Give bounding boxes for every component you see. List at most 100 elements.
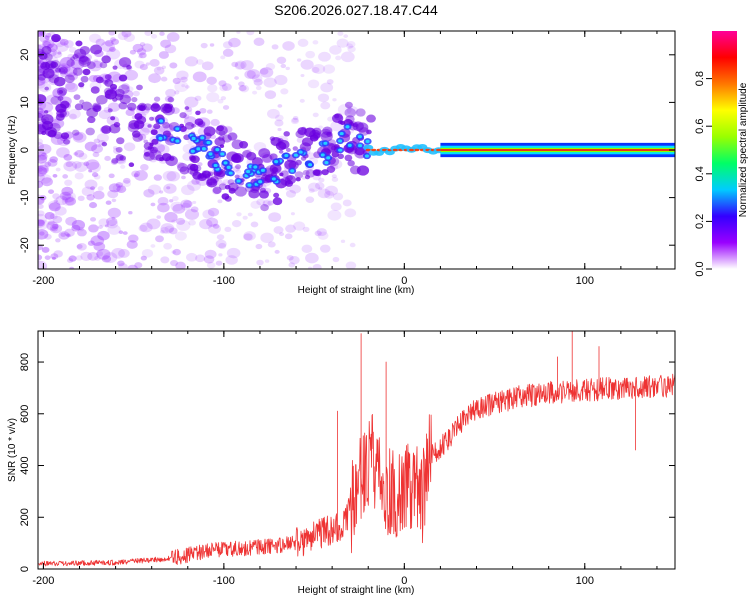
spectrogram-noise-blob — [280, 88, 289, 95]
spectrogram-noise-blob — [121, 83, 130, 90]
spectrogram-core-blob — [358, 143, 363, 148]
spectrogram-cluster-blob — [184, 122, 195, 130]
spectrogram-cluster-blob — [111, 157, 119, 164]
spectrogram-noise-blob — [51, 118, 65, 129]
spectrogram-noise-blob — [55, 42, 69, 52]
spectrogram-cluster-blob — [190, 155, 200, 164]
spectrogram-noise-blob — [160, 76, 168, 82]
spectrogram-noise-blob — [97, 186, 104, 191]
spectrogram-core-blob — [213, 163, 218, 168]
spectrogram-noise-blob — [251, 74, 263, 83]
spectrogram-noise-blob — [243, 233, 253, 241]
spectrogram-core-blob — [364, 154, 369, 158]
spectrogram-cluster-blob — [148, 146, 155, 152]
spectrogram-cluster-blob — [301, 126, 307, 132]
spectrogram-cluster-blob — [136, 104, 144, 111]
spectrogram-noise-blob — [62, 193, 74, 203]
spectrogram-cluster-blob — [41, 114, 54, 125]
spectrogram-noise-blob — [74, 150, 85, 158]
spectrogram-noise-blob — [316, 228, 327, 237]
spectrogram-cluster-blob — [279, 172, 284, 177]
spectrogram-noise-blob — [71, 219, 86, 231]
spectrogram-noise-blob — [149, 58, 160, 67]
spectrogram-noise-blob — [77, 195, 85, 201]
spectrogram-noise-blob — [57, 51, 62, 55]
spectrogram-noise-blob — [163, 183, 177, 194]
spectrogram-cluster-blob — [312, 132, 321, 139]
spectrogram-noise-blob — [307, 182, 321, 192]
spectrogram-noise-blob — [112, 183, 124, 193]
spectrogram-noise-blob — [234, 61, 245, 70]
spectrogram-noise-blob — [138, 54, 143, 59]
spectrogram-cluster-blob — [75, 40, 83, 47]
spectrogram-noise-blob — [107, 71, 122, 83]
spectrogram-cluster-blob — [212, 186, 222, 194]
spectrogram-noise-blob — [39, 161, 50, 170]
spectrogram-noise-blob — [96, 133, 109, 143]
spectrogram-noise-blob — [263, 77, 277, 88]
spectrogram-core-blob — [220, 152, 225, 156]
spectrogram-noise-blob — [132, 90, 140, 97]
spectrogram-cluster-blob — [144, 151, 150, 157]
spectrogram-cluster-blob — [72, 53, 79, 60]
spectrogram-cluster-blob — [179, 112, 187, 119]
spectrogram-noise-blob — [75, 255, 83, 261]
spectrogram-core-blob — [320, 153, 325, 157]
spectrogram-cluster-blob — [294, 171, 304, 179]
spectrogram-cluster-blob — [38, 52, 48, 60]
spectrogram-noise-blob — [93, 60, 103, 69]
spectrogram-cluster-blob — [214, 137, 226, 147]
spectrogram-noise-blob — [84, 179, 98, 190]
spectrogram-noise-blob — [346, 41, 356, 48]
spectrogram-noise-blob — [293, 221, 306, 231]
spectrogram-noise-blob — [122, 180, 132, 187]
spectrogram-noise-blob — [44, 161, 52, 167]
spectrogram-noise-blob — [238, 85, 247, 92]
spectrogram-cluster-blob — [269, 136, 276, 141]
spectrogram-cluster-blob — [195, 110, 201, 116]
spectrogram-noise-blob — [184, 85, 190, 89]
spectrogram-noise-blob — [311, 66, 320, 73]
spectrogram-noise-blob — [55, 238, 61, 243]
spectrogram-noise-blob — [188, 219, 196, 226]
spectrogram-noise-blob — [126, 240, 138, 249]
spectrogram-noise-blob — [44, 233, 52, 240]
spectrogram-cluster-blob — [355, 122, 369, 133]
spectrogram-core-blob — [409, 148, 415, 152]
snr-plot-area — [38, 331, 675, 569]
spectrogram-noise-blob — [170, 259, 179, 267]
spectrogram-noise-blob — [206, 76, 217, 85]
spectrogram-noise-blob — [153, 174, 162, 181]
spectrogram-cluster-blob — [235, 164, 241, 170]
spectrogram-cluster-blob — [164, 103, 170, 109]
spectrogram-noise-blob — [38, 229, 49, 240]
spectrogram-cluster-blob — [218, 183, 227, 190]
spectrogram-noise-blob — [38, 142, 45, 151]
spectrogram-noise-blob — [289, 184, 301, 194]
spectrogram-noise-blob — [90, 235, 105, 246]
spectrogram-noise-blob — [204, 249, 217, 259]
spectrogram-noise-blob — [129, 49, 137, 55]
spectrogram-noise-blob — [268, 212, 282, 223]
spectrogram-noise-blob — [111, 248, 126, 259]
spectrogram-noise-blob — [39, 34, 50, 43]
spectrogram-noise-blob — [49, 223, 63, 234]
spectrogram-noise-blob — [127, 234, 139, 243]
spectrogram-noise-blob — [160, 39, 172, 49]
spectrogram-cluster-blob — [153, 96, 161, 102]
spectrogram-noise-blob — [305, 252, 319, 264]
spectrogram-noise-blob — [172, 248, 181, 256]
spectrogram-noise-blob — [158, 51, 169, 59]
spectrogram-noise-blob — [104, 224, 109, 228]
spectrogram-noise-blob — [277, 127, 282, 132]
spectrogram-noise-blob — [280, 63, 287, 69]
spectrogram-noise-blob — [222, 105, 230, 110]
spectrogram-cluster-blob — [153, 123, 161, 130]
spectrogram-noise-blob — [324, 190, 335, 199]
spectrogram-noise-blob — [225, 255, 238, 265]
spectrogram-cluster-blob — [215, 125, 228, 136]
spectrogram-noise-blob — [110, 37, 117, 42]
spectrogram-cluster-blob — [72, 129, 80, 136]
spectrogram-noise-blob — [87, 251, 99, 261]
spectrogram-cluster-blob — [58, 89, 64, 94]
